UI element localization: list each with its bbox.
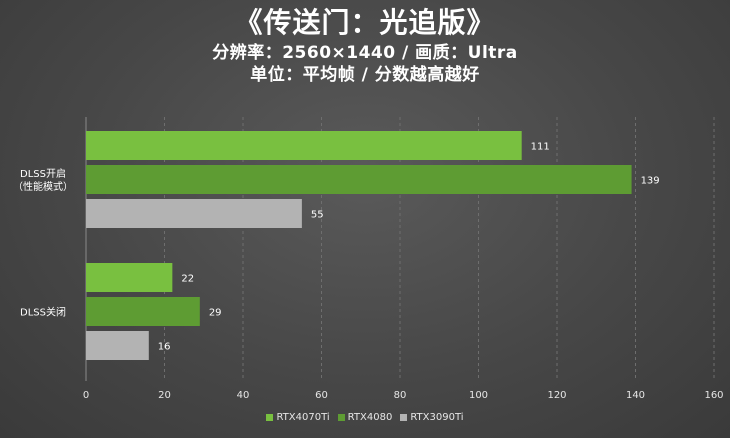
bar-RTX4070Ti-0	[86, 131, 522, 160]
bar-RTX4080-1	[86, 297, 200, 326]
x-tick-label-20: 20	[158, 390, 171, 401]
value-label-RTX3090Ti-0: 55	[311, 210, 324, 221]
legend-item-RTX3090Ti: RTX3090Ti	[400, 412, 464, 423]
category-label-1: DLSS关闭	[20, 306, 66, 319]
value-label-RTX4070Ti-0: 111	[531, 142, 550, 153]
chart-subtitle-unit: 单位：平均帧 / 分数越高越好	[250, 65, 480, 85]
x-tick-label-140: 140	[626, 390, 645, 401]
x-tick-label-120: 120	[547, 390, 566, 401]
chart-legend: RTX4070Ti RTX4080 RTX3090Ti	[0, 412, 730, 423]
x-tick-label-40: 40	[237, 390, 250, 401]
chart-header: 《传送门：光追版》 分辨率：2560×1440 / 画质：Ultra 单位：平均…	[0, 4, 730, 86]
x-tick-label-0: 0	[83, 390, 89, 401]
bar-RTX3090Ti-1	[86, 331, 149, 360]
legend-swatch-RTX4070Ti	[266, 414, 274, 421]
bar-RTX4080-0	[86, 165, 632, 194]
bar-RTX4070Ti-1	[86, 263, 173, 292]
legend-label-RTX4080: RTX4080	[347, 412, 393, 423]
category-label-0: DLSS开启（性能模式）	[13, 167, 73, 193]
legend-item-RTX4070Ti: RTX4070Ti	[266, 412, 330, 423]
chart-subtitle-resolution: 分辨率：2560×1440 / 画质：Ultra	[212, 43, 518, 63]
legend-swatch-RTX4080	[337, 414, 345, 421]
bar-RTX3090Ti-0	[86, 199, 302, 228]
x-tick-label-60: 60	[315, 390, 328, 401]
legend-swatch-RTX3090Ti	[400, 414, 408, 421]
x-tick-label-80: 80	[394, 390, 407, 401]
value-label-RTX4070Ti-1: 22	[181, 274, 194, 285]
legend-item-RTX4080: RTX4080	[337, 412, 393, 423]
x-tick-label-160: 160	[704, 390, 723, 401]
x-tick-label-100: 100	[469, 390, 488, 401]
value-label-RTX3090Ti-1: 16	[158, 342, 171, 353]
legend-label-RTX3090Ti: RTX3090Ti	[410, 412, 464, 423]
legend-label-RTX4070Ti: RTX4070Ti	[276, 412, 330, 423]
value-label-RTX4080-1: 29	[209, 308, 222, 319]
chart-title: 《传送门：光追版》	[234, 6, 496, 39]
value-label-RTX4080-0: 139	[641, 176, 660, 187]
